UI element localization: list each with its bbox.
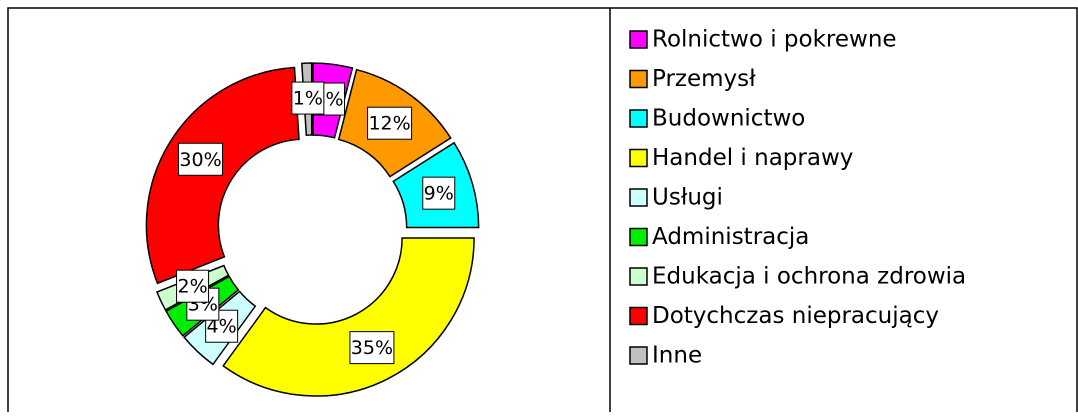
label-box (178, 142, 224, 176)
legend-label: Administracja (652, 224, 809, 250)
legend-swatch (629, 188, 648, 207)
donut-slice (222, 237, 475, 397)
data-label: 30% (179, 149, 221, 171)
label-box (176, 269, 210, 303)
legend-label: Inne (652, 343, 702, 369)
legend-swatch (629, 346, 648, 365)
legend-label: Budownictwo (652, 106, 805, 132)
data-label: 1% (293, 88, 323, 110)
label-box (367, 106, 413, 140)
label-box (422, 176, 456, 210)
data-label: 4% (207, 316, 237, 338)
legend-swatch (629, 306, 648, 326)
legend-label: Usługi (652, 185, 723, 211)
legend-label: Edukacja i ochrona zdrowia (652, 264, 966, 290)
data-label: 35% (351, 337, 393, 359)
data-label: 12% (368, 113, 410, 135)
legend-swatch (629, 267, 648, 286)
legend-label: Przemysł (652, 66, 756, 92)
legend-swatch (629, 148, 648, 168)
legend-swatch (629, 227, 648, 247)
legend-label: Rolnictwo i pokrewne (652, 27, 897, 53)
frame (7, 7, 1078, 416)
data-label: 2% (177, 276, 207, 298)
legend-swatch (629, 109, 648, 128)
legend-swatch (629, 30, 648, 49)
label-box (291, 81, 325, 115)
label-box (349, 331, 395, 365)
legend-label: Dotychczas niepracujący (652, 303, 939, 329)
legend-swatch (629, 69, 648, 89)
data-label: 9% (424, 183, 454, 205)
legend-label: Handel i naprawy (652, 145, 853, 171)
